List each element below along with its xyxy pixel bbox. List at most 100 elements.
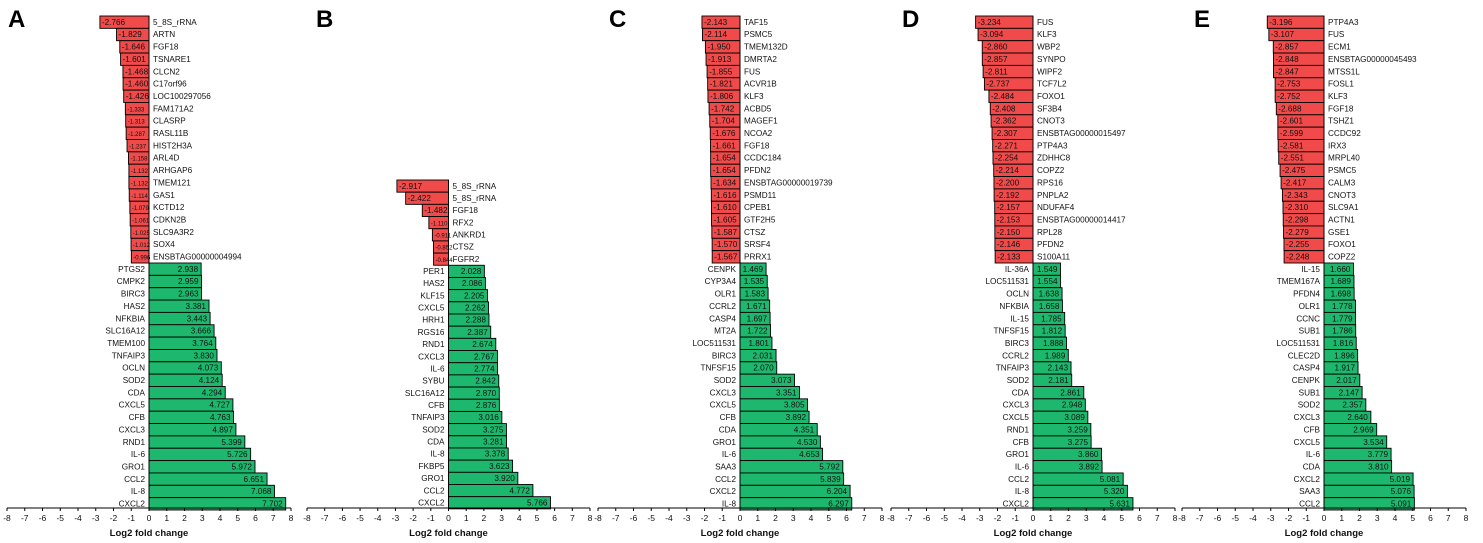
x-tick-label: -5 <box>356 513 364 523</box>
gene-label: SOD2 <box>1298 401 1321 410</box>
gene-label: HIST2H3A <box>153 141 193 150</box>
panel-D: D -3.234 FUS -3.094 KLF3 -2.860 WBP2 -2.857 SYNP… <box>887 6 1177 539</box>
gene-label: COPZ2 <box>1037 166 1065 175</box>
data-label: -2.146 <box>997 240 1021 249</box>
gene-label: GSE1 <box>1328 228 1350 237</box>
gene-label: PTP4A3 <box>1037 141 1068 150</box>
data-label: 3.764 <box>192 339 213 348</box>
gene-label: TMEM132D <box>744 43 788 52</box>
x-axis-title: Log2 fold change <box>701 528 780 539</box>
gene-label: TNFAIP3 <box>112 351 146 360</box>
data-label: -2.484 <box>991 92 1015 101</box>
data-label: -0.852 <box>435 246 453 252</box>
x-tick-label: 8 <box>1173 513 1178 523</box>
x-tick-label: -7 <box>321 513 329 523</box>
gene-label: LOC511531 <box>985 277 1029 286</box>
gene-label: CCRL2 <box>1002 351 1029 360</box>
x-tick-label: 6 <box>552 513 557 523</box>
x-tick-label: -2 <box>994 513 1002 523</box>
gene-label: SAA3 <box>1299 487 1320 496</box>
x-tick-label: -2 <box>1285 513 1293 523</box>
data-label: -2.737 <box>986 80 1010 89</box>
data-label: 6.204 <box>827 487 848 496</box>
x-tick-label: 5 <box>826 513 831 523</box>
data-label: -1.132 <box>131 169 149 175</box>
data-label: -2.150 <box>997 228 1021 237</box>
data-label: -1.634 <box>713 178 737 187</box>
gene-label: FGF18 <box>153 43 179 52</box>
gene-label: CCL2 <box>124 475 145 484</box>
gene-label: CXCL5 <box>119 401 146 410</box>
data-label: -2.688 <box>1278 104 1302 113</box>
x-tick-label: 1 <box>1339 513 1344 523</box>
x-tick-label: -7 <box>905 513 913 523</box>
data-label: -1.704 <box>712 117 736 126</box>
x-tick-label: -6 <box>39 513 47 523</box>
data-label: 2.070 <box>753 364 774 373</box>
data-label: -2.310 <box>1285 203 1309 212</box>
data-label: -1.567 <box>714 253 738 262</box>
gene-label: IL-8 <box>722 500 737 509</box>
x-tick-label: 3 <box>499 513 504 523</box>
data-label: -2.857 <box>1275 43 1299 52</box>
data-label: 1.816 <box>1333 339 1354 348</box>
data-label: 2.387 <box>467 328 488 337</box>
data-label: -1.742 <box>711 104 735 113</box>
data-label: -2.860 <box>984 43 1008 52</box>
data-label: 3.016 <box>478 413 499 422</box>
data-label: -1.237 <box>129 144 147 150</box>
gene-label: IL-8 <box>430 450 445 459</box>
data-label: -2.192 <box>996 191 1020 200</box>
gene-label: IL-8 <box>131 487 146 496</box>
data-label: 4.124 <box>199 376 220 385</box>
data-label: -1.132 <box>131 181 149 187</box>
x-tick-label: 2 <box>182 513 187 523</box>
data-label: 3.892 <box>786 413 807 422</box>
gene-label: 5_8S_rRNA <box>153 18 197 27</box>
x-tick-label: -5 <box>1231 513 1239 523</box>
gene-label: SF3B4 <box>1037 104 1062 113</box>
x-tick-label: 7 <box>1155 513 1160 523</box>
gene-label: PTGS2 <box>118 265 145 274</box>
gene-label: NDUFAF4 <box>1037 203 1075 212</box>
data-label: -2.475 <box>1282 166 1306 175</box>
gene-label: IL-36A <box>1005 265 1030 274</box>
x-tick-label: 3 <box>1375 513 1380 523</box>
data-label: 2.861 <box>1060 388 1081 397</box>
gene-label: SUB1 <box>1299 388 1321 397</box>
gene-label: RGS16 <box>418 328 445 337</box>
gene-label: HRH1 <box>422 316 445 325</box>
data-label: 5.839 <box>820 475 841 484</box>
panel-letter: D <box>902 6 919 33</box>
data-label: -1.610 <box>713 203 737 212</box>
gene-label: PNPLA2 <box>1037 191 1069 200</box>
gene-label: ACBD5 <box>744 104 772 113</box>
data-label: 5.631 <box>1109 500 1130 509</box>
data-label: 5.792 <box>819 462 840 471</box>
gene-label: KLF3 <box>1037 30 1057 39</box>
data-label: -1.287 <box>128 132 146 138</box>
data-label: 2.969 <box>1353 425 1374 434</box>
gene-label: CXCL2 <box>119 500 146 509</box>
gene-label: FUS <box>1328 30 1345 39</box>
gene-label: CCDC184 <box>744 154 782 163</box>
gene-label: ENSBTAG00000019739 <box>744 178 833 187</box>
data-label: -2.917 <box>399 182 423 191</box>
data-label: 3.281 <box>483 438 504 447</box>
data-label: -2.408 <box>992 104 1016 113</box>
gene-label: GRO1 <box>421 474 445 483</box>
x-tick-label: -1 <box>127 513 135 523</box>
gene-label: CXCL3 <box>1003 401 1030 410</box>
gene-label: CLASRP <box>153 117 186 126</box>
x-tick-label: -4 <box>374 513 382 523</box>
x-tick-label: -2 <box>110 513 118 523</box>
gene-label: IL-6 <box>430 364 445 373</box>
data-label: 2.640 <box>1347 413 1368 422</box>
gene-label: SAA3 <box>715 462 736 471</box>
x-axis-title: Log2 fold change <box>409 528 488 539</box>
gene-label: CTSZ <box>453 243 474 252</box>
x-tick-label: -1 <box>1011 513 1019 523</box>
data-label: 1.917 <box>1335 364 1356 373</box>
gene-label: RND1 <box>1007 425 1030 434</box>
gene-label: ENSBTAG00000045493 <box>1328 55 1417 64</box>
